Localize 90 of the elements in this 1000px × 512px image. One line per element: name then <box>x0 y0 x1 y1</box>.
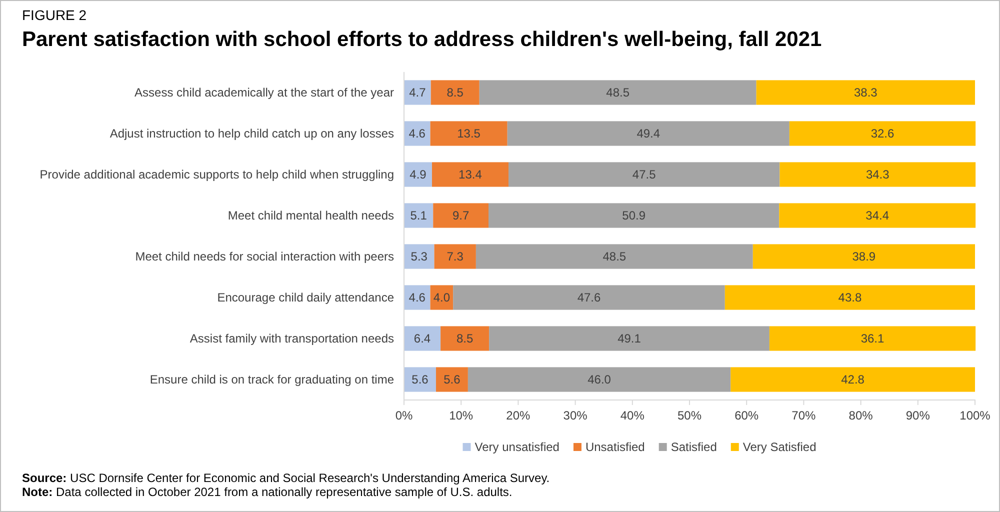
data-label: 47.5 <box>632 168 656 182</box>
bar <box>404 80 431 105</box>
bar <box>430 121 508 146</box>
x-tick-label: 0% <box>395 408 413 423</box>
chart-title: Parent satisfaction with school efforts to address children's well-being, fall 2021 <box>22 28 822 51</box>
bar <box>404 121 430 146</box>
bar <box>479 80 756 105</box>
x-tick-label: 70% <box>792 408 816 423</box>
x-tick-label: 60% <box>734 408 759 423</box>
x-tick-label: 10% <box>449 408 474 423</box>
x-tick-label: 20% <box>506 408 531 423</box>
bar <box>779 203 976 228</box>
data-label: 5.6 <box>444 372 461 386</box>
y-tick-label: Ensure child is on track for graduating on time <box>150 372 394 386</box>
x-tick-label: 100% <box>960 408 991 423</box>
x-tick-label: 50% <box>677 408 702 423</box>
bar <box>404 244 434 269</box>
data-label: 5.6 <box>412 372 429 386</box>
bar <box>432 162 508 187</box>
x-tick-label: 40% <box>620 408 645 423</box>
data-label: 4.6 <box>408 290 426 304</box>
data-label: 48.5 <box>606 86 630 100</box>
legend-label: Satisfied <box>670 440 717 454</box>
y-tick-label: Adjust instruction to help child catch up on any losses <box>110 126 394 140</box>
source-note: Source: USC Dornsife Center for Economic and Social Research's Understanding America Survey. <box>22 471 550 485</box>
data-label: 8.5 <box>446 86 464 100</box>
y-tick-label: Encourage child daily attendance <box>217 290 394 304</box>
data-label: 34.4 <box>866 208 890 222</box>
x-tick-label: 80% <box>848 408 874 423</box>
text: Note: Data collected in October 2021 from a nationally representative sample of U.S. adults. <box>22 485 512 499</box>
bar <box>436 367 468 392</box>
x-tick-label: 90% <box>906 408 930 423</box>
data-label: 13.4 <box>458 168 482 182</box>
data-label: 4.7 <box>409 86 426 100</box>
bar <box>453 285 725 310</box>
data-label: 4.0 <box>433 290 450 304</box>
data-label: 6.4 <box>414 332 431 346</box>
y-tick-label: Assist family with transportation needs <box>190 331 394 346</box>
data-label: 50.9 <box>622 208 646 222</box>
data-label: 49.1 <box>618 332 642 346</box>
bar <box>769 326 976 351</box>
legend-label: Unsatisfied <box>585 440 645 454</box>
bar <box>440 326 490 351</box>
data-label: 5.1 <box>410 208 428 222</box>
bar <box>433 203 489 228</box>
legend-label: Very unsatisfied <box>474 440 560 454</box>
bar <box>468 367 731 392</box>
bar <box>724 285 975 310</box>
bar <box>730 367 975 392</box>
data-label: 36.1 <box>860 332 885 346</box>
y-tick-label: Meet child needs for social interaction with peers <box>135 249 394 264</box>
data-label: 5.3 <box>410 250 428 264</box>
bar <box>430 80 480 105</box>
y-tick-label: Meet child mental health needs <box>228 208 394 222</box>
bar <box>404 203 434 228</box>
data-label: 42.8 <box>841 372 865 386</box>
bar <box>789 121 976 146</box>
bar <box>476 244 753 269</box>
data-label: 4.6 <box>408 126 426 140</box>
y-tick-label: Assess child academically at the start of the year <box>134 85 394 100</box>
bar <box>489 326 770 351</box>
data-label: 46.0 <box>588 372 612 386</box>
bar <box>756 80 975 105</box>
y-tick-label: Provide additional academic supports to help child when struggling <box>40 167 394 182</box>
bar <box>508 162 780 187</box>
bar <box>404 367 436 392</box>
text: FIGURE 2 <box>22 7 87 23</box>
data-label: 43.8 <box>838 290 862 304</box>
data-label: 47.6 <box>577 290 602 304</box>
data-label: 8.5 <box>456 332 474 346</box>
data-label: 7.3 <box>446 250 464 264</box>
bar <box>488 203 780 228</box>
bar <box>752 244 975 269</box>
bar <box>507 121 790 146</box>
data-label: 4.9 <box>410 168 427 182</box>
bar <box>780 162 976 187</box>
x-tick-label: 30% <box>563 408 588 423</box>
data-label: 38.9 <box>852 250 876 264</box>
bar <box>404 285 430 310</box>
data-label: 9.7 <box>452 208 470 222</box>
bar <box>404 162 432 187</box>
data-label: 38.3 <box>854 86 878 100</box>
legend-label: Very Satisfied <box>742 440 816 454</box>
bar <box>434 244 476 269</box>
data-label: 49.4 <box>636 126 660 140</box>
data-label: 48.5 <box>602 250 626 264</box>
data-label: 32.6 <box>870 126 894 140</box>
data-label: 34.3 <box>866 168 890 182</box>
data-label: 13.5 <box>457 126 481 140</box>
bar <box>404 326 441 351</box>
